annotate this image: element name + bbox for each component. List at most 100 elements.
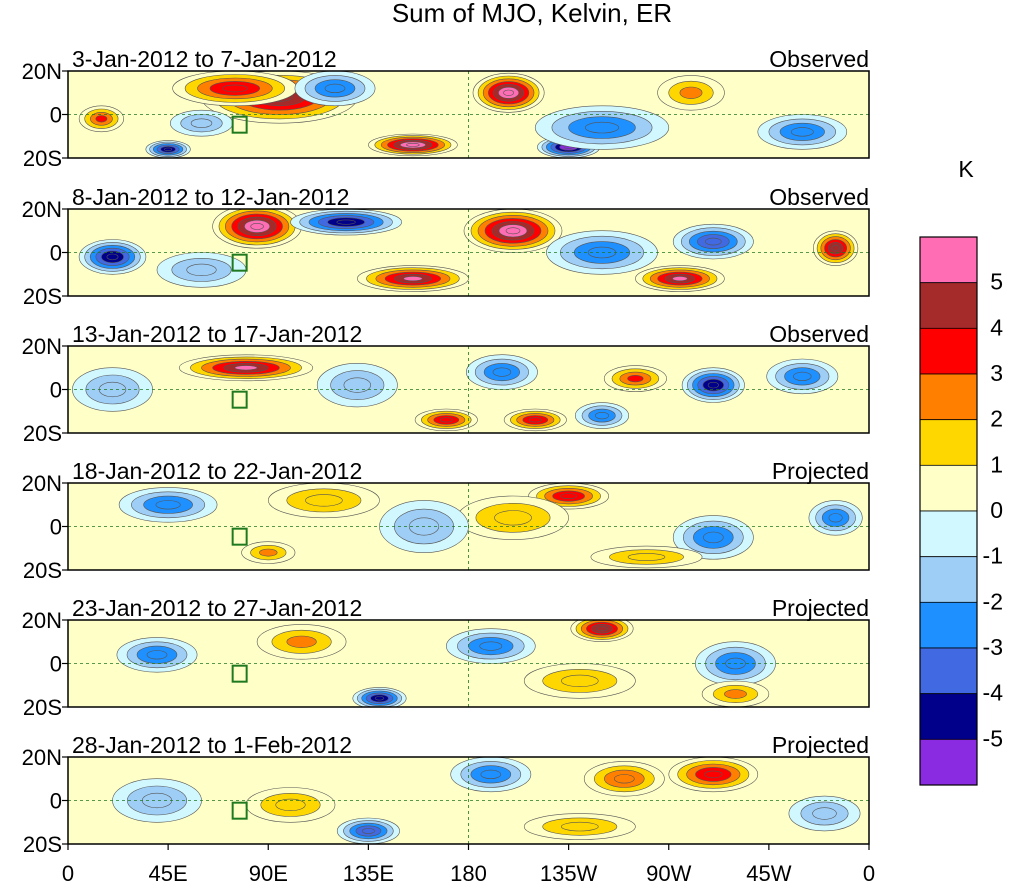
panel-3: 20N 0 20S 13-Jan-2012 to 17-Jan-2012 Observe…	[22, 321, 870, 446]
colorbar-swatch	[919, 327, 978, 375]
lat-tick-label: 0	[50, 789, 62, 814]
colorbar-swatch	[919, 419, 978, 466]
panel-date-range: 18-Jan-2012 to 22-Jan-2012	[72, 458, 362, 484]
lat-tick-label: 20N	[22, 471, 62, 496]
lon-tick-label: 180	[450, 861, 487, 886]
lon-tick-label: 90E	[249, 861, 288, 886]
colorbar-units-label: K	[958, 156, 974, 182]
lat-tick-label: 20S	[23, 146, 62, 171]
lat-tick-label: 20N	[22, 197, 62, 222]
anomaly-contour	[361, 828, 375, 834]
panel-1: 20N 0 20S 3-Jan-2012 to 7-Jan-2012 Observed	[22, 46, 870, 171]
anomaly-contour	[679, 86, 703, 99]
anomaly-contour	[560, 674, 599, 688]
panel-2: 20N 0 20S 8-Jan-2012 to 12-Jan-2012 Observed	[22, 184, 870, 309]
anomaly-contour	[584, 121, 619, 134]
lat-tick-label: 20N	[22, 59, 62, 84]
reference-box	[231, 390, 248, 409]
anomaly-contour	[627, 553, 666, 561]
lat-tick-label: 0	[50, 378, 62, 403]
panel-kind: Observed	[769, 321, 869, 347]
panel-kind: Projected	[772, 458, 869, 484]
colorbar-label: 3	[990, 360, 1003, 386]
colorbar-swatch	[919, 373, 978, 421]
anomaly-contour	[439, 417, 453, 423]
anomaly-contour	[164, 147, 173, 152]
anomaly-contour	[336, 219, 356, 225]
lat-tick-label: 20S	[23, 558, 62, 583]
anomaly-contour	[528, 417, 542, 423]
anomaly-contour	[560, 493, 577, 499]
anomaly-contour	[828, 513, 843, 523]
anomaly-contour	[503, 89, 514, 96]
colorbar-swatch	[919, 693, 978, 740]
panel-kind: Projected	[772, 732, 869, 758]
panel-date-range: 8-Jan-2012 to 12-Jan-2012	[72, 184, 349, 210]
lat-tick-label: 20S	[23, 832, 62, 857]
panel-date-range: 13-Jan-2012 to 17-Jan-2012	[72, 321, 362, 347]
reference-box	[231, 801, 248, 820]
colorbar-frame	[919, 236, 978, 786]
lat-tick-label: 20N	[22, 334, 62, 359]
anomaly-contour	[724, 689, 747, 699]
panel-4: 20N 0 20S 18-Jan-2012 to 22-Jan-2012 Project…	[22, 458, 870, 583]
panel-date-range: 23-Jan-2012 to 27-Jan-2012	[72, 595, 362, 621]
reference-box	[231, 664, 248, 683]
colorbar-swatch	[919, 464, 978, 512]
anomaly-contour	[403, 276, 423, 282]
lon-tick-label: 135W	[540, 861, 598, 886]
panel-6: 20N 0 20S 28-Jan-2012 to 1-Feb-2012 Projecte…	[22, 732, 870, 857]
colorbar-swatch	[919, 601, 978, 649]
anomaly-contour	[190, 118, 213, 128]
lon-tick-label: 0	[62, 861, 74, 886]
anomaly-contour	[234, 365, 258, 371]
anomaly-contour	[702, 531, 724, 544]
anomaly-contour	[704, 237, 722, 246]
anomaly-contour	[613, 774, 635, 784]
anomaly-contour	[831, 245, 840, 252]
colorbar-swatch	[919, 647, 978, 695]
anomaly-contour	[155, 500, 181, 510]
anomaly-contour	[793, 371, 812, 382]
panel-kind: Observed	[769, 184, 869, 210]
anomaly-contour	[259, 548, 278, 557]
colorbar-swatch	[919, 738, 978, 786]
anomaly-contour	[305, 494, 343, 507]
lat-tick-label: 20S	[23, 695, 62, 720]
anomaly-contour	[596, 626, 608, 632]
reference-box	[231, 253, 248, 272]
anomaly-contour	[494, 510, 532, 526]
panel-kind: Projected	[772, 595, 869, 621]
lat-tick-label: 0	[50, 103, 62, 128]
anomaly-contour	[704, 770, 723, 779]
colorbar-label: 2	[990, 406, 1003, 432]
anomaly-contour	[790, 127, 814, 137]
anomaly-contour	[146, 650, 168, 660]
colorbar-label: -3	[983, 634, 1003, 660]
anomaly-contour	[343, 377, 371, 393]
anomaly-contour	[186, 263, 217, 277]
lat-tick-label: 20S	[23, 421, 62, 446]
colorbar-swatch	[919, 510, 978, 558]
panel-date-range: 3-Jan-2012 to 7-Jan-2012	[72, 46, 337, 72]
anomaly-contour	[250, 222, 264, 230]
lat-tick-label: 0	[50, 652, 62, 677]
anomaly-contour	[324, 83, 346, 93]
x-axis-ticks: 0 45E 90E 135E 180 135W 90W 45W 0	[62, 844, 875, 886]
colorbar: 5 4 3 2 1 0 -1 -2 -3 -4 -5	[919, 236, 1004, 786]
colorbar-label: 4	[990, 314, 1003, 340]
lon-tick-label: 90W	[646, 861, 691, 886]
anomaly-contour	[505, 227, 521, 235]
anomaly-contour	[374, 696, 385, 701]
colorbar-label: -4	[983, 680, 1004, 706]
anomaly-contour	[707, 381, 719, 389]
anomaly-contour	[275, 798, 306, 812]
anomaly-contour	[480, 769, 502, 780]
anomaly-contour	[594, 412, 609, 420]
panel-5: 20N 0 20S 23-Jan-2012 to 27-Jan-2012 Project…	[22, 595, 870, 720]
panel-date-range: 28-Jan-2012 to 1-Feb-2012	[72, 732, 352, 758]
lon-tick-label: 0	[863, 861, 875, 886]
colorbar-label: -5	[983, 725, 1003, 751]
